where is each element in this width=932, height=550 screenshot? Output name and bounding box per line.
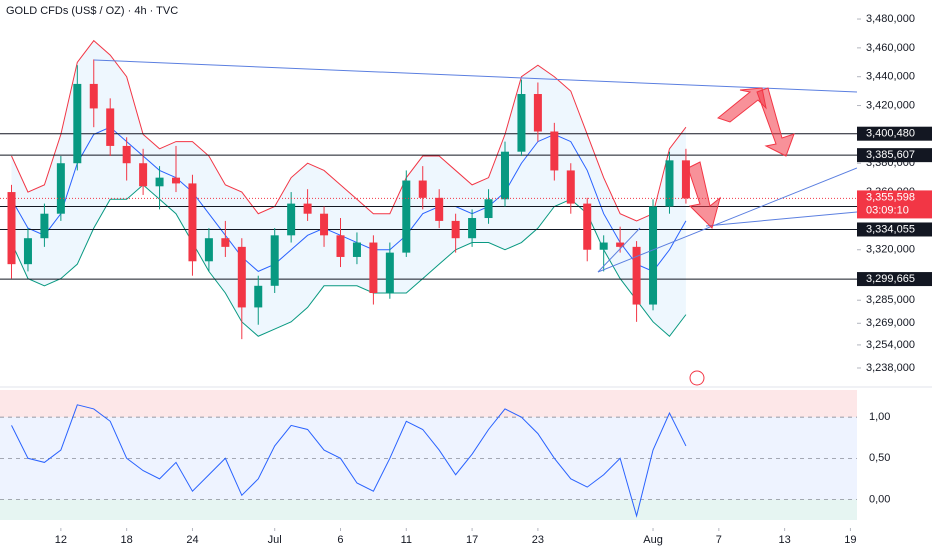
trend-line (705, 211, 857, 227)
chart-title: GOLD CFDs (US$ / OZ) · 4h · TVC (6, 5, 178, 17)
x-tick-label: 24 (186, 534, 198, 546)
candle-body (665, 160, 674, 207)
candle-body (616, 242, 625, 247)
candle-body (56, 163, 65, 214)
x-tick-label: 11 (401, 534, 412, 546)
level-label-box (857, 222, 932, 237)
candle-body (583, 203, 592, 250)
x-tick-label: 6 (337, 534, 343, 546)
oscillator-pane (0, 404, 857, 518)
y-tick-label: 3,480,000 (866, 13, 915, 25)
x-tick-label: 13 (778, 534, 790, 546)
level-label: 3,385,607 (866, 149, 915, 161)
band-upper (11, 39, 687, 222)
candle-body (402, 180, 411, 253)
x-tick-label: 18 (121, 534, 133, 546)
drawings (93, 59, 857, 386)
band-middle (11, 126, 687, 272)
candle-body (533, 94, 542, 132)
candle-body (517, 94, 526, 152)
candle-body (500, 151, 509, 200)
x-tick-label: Aug (643, 534, 663, 546)
arrow (756, 87, 795, 157)
candle-body (89, 83, 98, 109)
candle-body (550, 131, 559, 171)
candle-body (221, 238, 230, 247)
x-tick-label: Jul (268, 534, 282, 546)
y-tick-label: 3,420,000 (866, 99, 915, 111)
event-icon (689, 370, 705, 386)
candle-body (122, 145, 131, 164)
level-label: 3,299,665 (866, 273, 915, 285)
last-price-label: 3,355,598 (866, 191, 915, 203)
candle-body (139, 163, 148, 187)
arrow (687, 161, 721, 229)
x-tick-label: 23 (532, 534, 544, 546)
candle-body (418, 180, 427, 198)
candle-body (566, 170, 575, 204)
trend-line (93, 59, 857, 93)
y-tick-label: 3,440,000 (866, 71, 915, 83)
candle-body (23, 238, 32, 265)
candle-body (270, 235, 279, 286)
candle-body (599, 242, 608, 250)
candle-body (385, 252, 394, 294)
candle-body (632, 246, 641, 305)
candle-body (287, 203, 296, 236)
y-tick-label: 1,00 (869, 411, 890, 423)
y-tick-label: 3,254,000 (866, 339, 915, 351)
candle-body (649, 206, 658, 305)
y-tick-label: 3,238,000 (866, 362, 915, 374)
candle-body (369, 242, 378, 294)
candle-body (172, 177, 181, 184)
level-label-box (857, 126, 932, 141)
oversold-zone (0, 499, 857, 520)
level-label-box (857, 148, 932, 163)
y-tick-label: 3,269,000 (866, 317, 915, 329)
overbought-zone (0, 390, 857, 418)
candle-body (204, 238, 213, 262)
x-tick-label: 19 (844, 534, 856, 546)
candle-body (73, 83, 82, 164)
y-tick-label: 0,50 (869, 452, 890, 464)
x-tick-label: 12 (55, 534, 67, 546)
y-tick-label: 0,00 (869, 493, 890, 505)
trend-line (597, 227, 641, 273)
level-label: 3,334,055 (866, 223, 915, 235)
candle-body (320, 213, 329, 236)
level-label: 3,400,480 (866, 128, 915, 140)
last-price-box (857, 190, 932, 219)
candle-body (352, 242, 361, 257)
candle-body (451, 220, 460, 239)
band-fill (11, 40, 686, 337)
candle-body (336, 235, 345, 257)
candle-body (435, 197, 444, 221)
candle-body (7, 192, 16, 265)
axes: 3,480,000 3,460,000 3,440,000 3,420,000 3,38… (55, 13, 932, 546)
candle-body (188, 183, 197, 262)
candle-body (484, 199, 493, 219)
oscillator-background (0, 390, 857, 520)
candle-body (40, 213, 49, 239)
candle-body (254, 285, 263, 308)
x-tick-label: 17 (466, 534, 478, 546)
candle-body (155, 177, 164, 187)
y-tick-label: 3,320,000 (866, 244, 915, 256)
x-tick-label: 7 (716, 534, 722, 546)
oscillator-line (11, 404, 687, 518)
level-label-box (857, 272, 932, 287)
countdown: 03:09:10 (866, 204, 909, 216)
candle-body (681, 160, 690, 199)
y-tick-label: 3,460,000 (866, 42, 915, 54)
y-tick-label: 3,285,000 (866, 294, 915, 306)
candle-body (106, 108, 115, 146)
candle-body (237, 246, 246, 308)
candle-body (303, 203, 312, 214)
price-pane (0, 39, 857, 340)
trend-line (597, 167, 857, 273)
candle-body (468, 218, 477, 239)
